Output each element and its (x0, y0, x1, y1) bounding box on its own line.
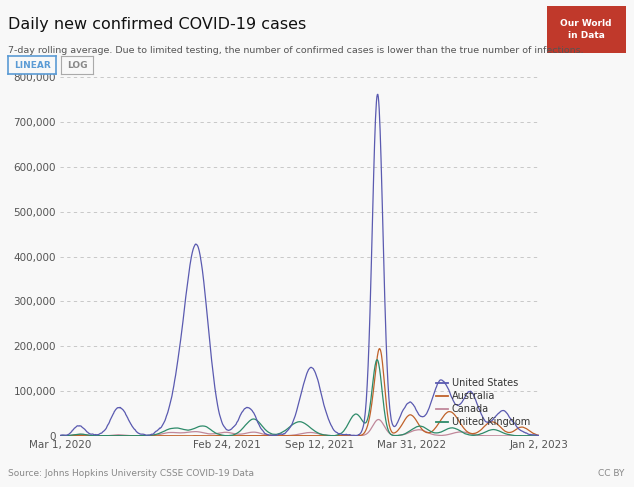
Text: LINEAR: LINEAR (14, 61, 50, 70)
Text: 7-day rolling average. Due to limited testing, the number of confirmed cases is : 7-day rolling average. Due to limited te… (8, 46, 584, 55)
Text: Daily new confirmed COVID-19 cases: Daily new confirmed COVID-19 cases (8, 17, 306, 32)
Legend: United States, Australia, Canada, United Kingdom: United States, Australia, Canada, United… (432, 375, 534, 431)
Text: Our World
in Data: Our World in Data (560, 19, 612, 40)
Text: CC BY: CC BY (598, 469, 624, 478)
Text: LOG: LOG (67, 61, 87, 70)
Text: Source: Johns Hopkins University CSSE COVID-19 Data: Source: Johns Hopkins University CSSE CO… (8, 469, 254, 478)
